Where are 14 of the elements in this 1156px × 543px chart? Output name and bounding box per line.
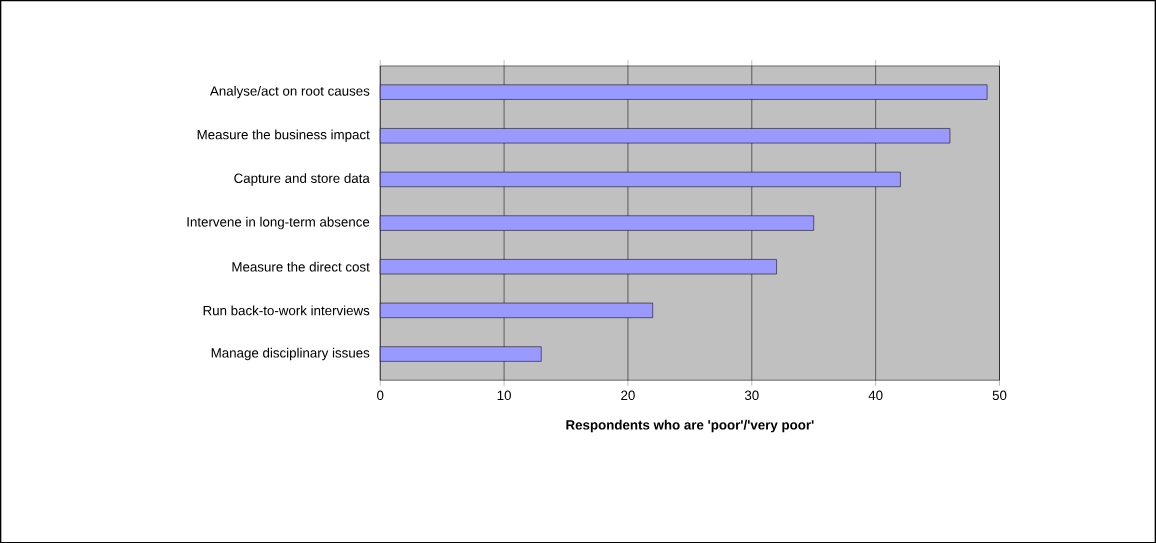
x-tick-label: 50	[992, 390, 1007, 400]
x-tick-label: 30	[744, 390, 759, 400]
y-tick-label: Capture and store data	[234, 173, 370, 186]
y-tick-label: Analyse/act on root causes	[209, 85, 370, 99]
y-tick-label: Intervene in long-term absence	[187, 216, 370, 230]
x-tick-label: 0	[377, 390, 384, 400]
y-tick-label: Run back-to-work interviews	[203, 305, 370, 316]
x-tick-label: 40	[868, 390, 883, 400]
x-tick-label: 20	[621, 390, 635, 400]
y-tick-label: Measure the direct cost	[232, 261, 370, 272]
x-axis-title: Respondents who are 'poor'/'very poor'	[566, 419, 814, 433]
y-tick-label: Measure the business impact	[197, 129, 370, 142]
y-tick-label: Manage disciplinary issues	[211, 347, 370, 361]
x-tick-label: 10	[497, 390, 511, 400]
